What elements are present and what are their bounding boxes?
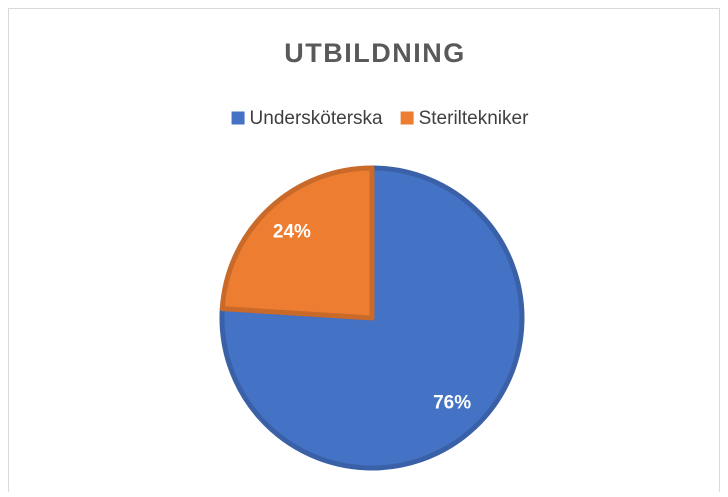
chart-title: UTBILDNING (284, 38, 465, 68)
pie-slice (219, 165, 525, 471)
data-label: 24% (273, 222, 311, 243)
legend-swatch (400, 111, 414, 125)
data-label: 76% (433, 392, 471, 413)
legend-label: Steriltekniker (419, 108, 529, 129)
legend-swatch (231, 111, 245, 125)
legend-label: Undersköterska (250, 108, 383, 129)
pie-slice (219, 165, 375, 321)
